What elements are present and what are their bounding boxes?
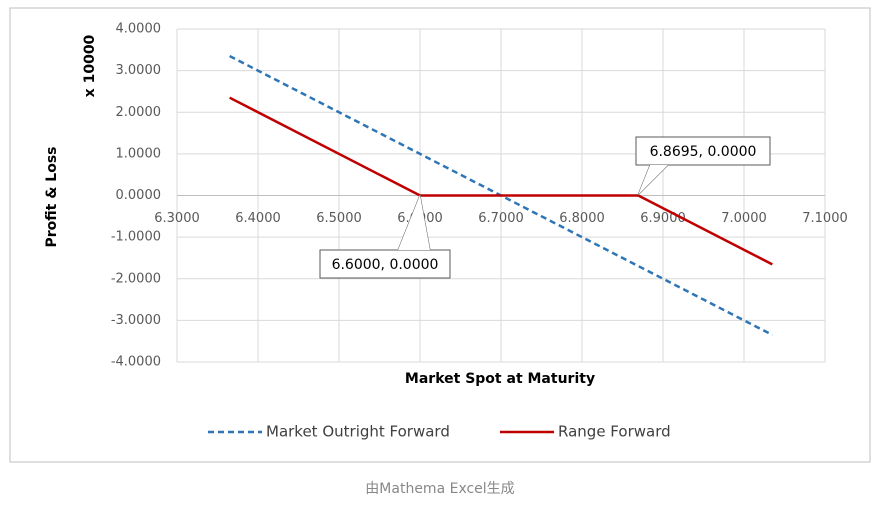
callout-join <box>398 195 430 250</box>
x-tick-label: 6.9000 <box>640 211 686 226</box>
callout-join <box>638 165 668 195</box>
y-tick-label: 2.0000 <box>116 105 162 120</box>
callout-box <box>635 136 771 166</box>
y-tick-label: 1.0000 <box>116 146 162 161</box>
y-tick-label: -3.0000 <box>111 313 161 328</box>
y-tick-label: 0.0000 <box>116 188 162 203</box>
y-tick-label: 4.0000 <box>116 22 162 37</box>
x-tick-label: 6.4000 <box>235 211 281 226</box>
x-tick-label: 6.7000 <box>478 211 524 226</box>
x-axis-label: Market Spot at Maturity <box>405 371 595 387</box>
x-tick-label: 6.8000 <box>559 211 605 226</box>
x-tick-label: 6.3000 <box>154 211 200 226</box>
callout-box <box>319 249 451 279</box>
series-line <box>229 96 773 266</box>
x-tick-label: 6.5000 <box>316 211 362 226</box>
y-tick-label: -1.0000 <box>111 230 161 245</box>
y-tick-label: -4.0000 <box>111 355 161 370</box>
legend-label: Range Forward <box>558 423 671 441</box>
y-axis-label: Profit & Loss <box>44 146 60 247</box>
y-multiplier: x 10000 <box>82 34 98 97</box>
chart-frame <box>9 7 871 463</box>
x-tick-label: 7.1000 <box>802 211 848 226</box>
x-tick-label: 7.0000 <box>721 211 767 226</box>
legend-label: Market Outright Forward <box>266 423 450 441</box>
annotation: 6.8695, 0.0000 <box>650 144 757 160</box>
y-tick-label: -2.0000 <box>111 271 161 286</box>
annotation: 6.6000, 0.0000 <box>332 257 439 273</box>
caption: 由Mathema Excel生成 <box>365 481 514 497</box>
y-tick-label: 3.0000 <box>116 63 162 78</box>
